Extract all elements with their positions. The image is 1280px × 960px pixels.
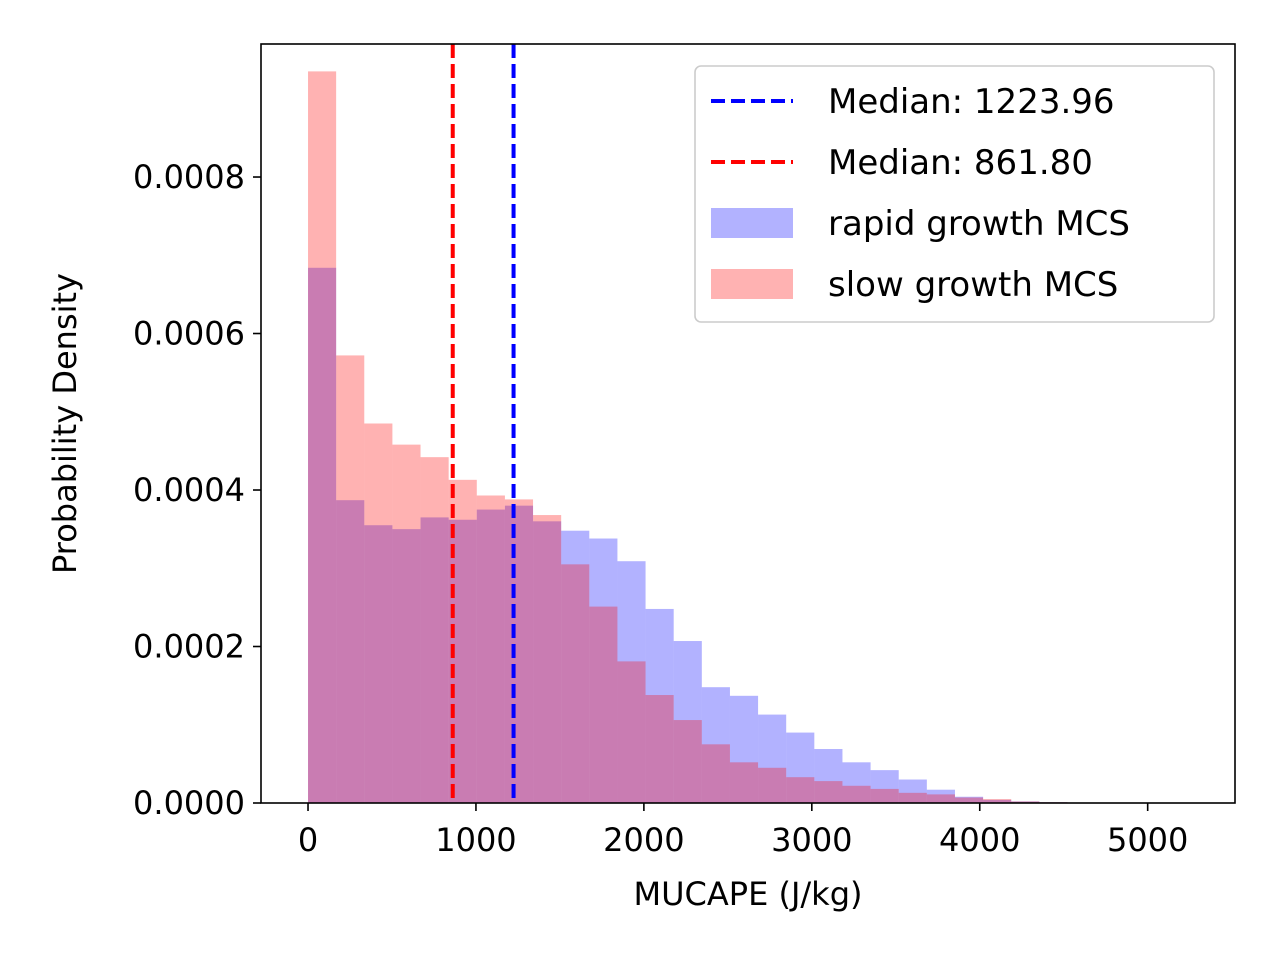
slow-growth-bar-21 [898,792,927,803]
rapid-growth-bar-17 [786,732,815,803]
y-tick-label: 0.0006 [133,315,245,353]
legend-median-slow-label: Median: 861.80 [828,143,1093,183]
rapid-growth-bar-2 [364,525,393,803]
slow-growth-bar-11 [617,661,646,803]
x-tick-label: 2000 [603,821,684,859]
rapid-growth-bar-12 [645,608,674,803]
legend-box [694,65,1215,323]
slow-growth-bar-14 [701,744,730,803]
slow-growth-bar-15 [729,762,759,803]
y-tick-label: 0.0008 [133,158,245,196]
slow-growth-bar-16 [758,767,787,803]
y-tick-label: 0.0000 [133,784,245,822]
slow-growth-bar-17 [786,777,815,803]
legend-median-rapid-label: Median: 1223.96 [828,82,1115,122]
slow-growth-bar-13 [673,720,702,803]
x-axis-ticks: 0 1000 2000 3000 4000 5000 [298,803,1188,859]
rapid-growth-bar-1 [336,500,365,803]
rapid-growth-bar-23 [954,796,984,803]
x-tick-label: 0 [298,821,318,859]
slow-growth-bar-20 [870,788,899,803]
median-lines [450,44,516,803]
legend-rapid-growth-label: rapid growth MCS [828,204,1130,244]
x-tick-label: 1000 [435,821,516,859]
legend-slow-growth-swatch [711,269,793,299]
y-axis-label: Probability Density [46,273,84,574]
x-tick-label: 4000 [939,821,1020,859]
slow-growth-bar-0 [308,71,337,803]
rapid-growth-bar-20 [870,770,899,803]
rapid-growth-bar-24 [983,799,1012,803]
slow-growth-bar-6 [476,495,505,803]
rapid-growth-bar-8 [533,521,562,803]
rapid-growth-bars [308,267,1209,804]
slow-growth-bar-8 [533,515,562,803]
slow-growth-bar-4 [420,457,449,803]
plot-area-frame [260,43,1236,804]
slow-growth-bar-1 [336,355,365,803]
rapid-growth-bar-13 [673,641,702,803]
slow-growth-bar-9 [561,564,590,803]
slow-growth-bar-10 [589,606,618,803]
rapid-growth-bar-19 [842,762,871,803]
slow-growth-bars [308,71,1209,803]
y-axis-ticks: 0.0000 0.0002 0.0004 0.0006 0.0008 [133,158,261,822]
rapid-growth-bar-3 [392,529,421,803]
slow-growth-bar-23 [954,797,984,803]
rapid-growth-bar-9 [561,530,590,803]
y-tick-label: 0.0002 [133,628,245,666]
slow-growth-bar-12 [645,695,674,803]
rapid-growth-bar-0 [308,267,337,804]
legend: Median: 1223.96 Median: 861.80 rapid growt… [694,65,1215,323]
y-tick-label: 0.0004 [133,471,245,509]
slow-growth-bar-24 [983,799,1012,803]
slow-growth-bar-7 [504,499,534,803]
rapid-growth-bar-15 [729,695,759,803]
rapid-growth-bar-21 [898,779,927,803]
slow-growth-bar-3 [392,444,421,803]
rapid-growth-bar-22 [926,789,955,803]
legend-entries: Median: 1223.96 Median: 861.80 rapid growt… [711,82,1130,305]
rapid-growth-bar-4 [420,517,449,803]
rapid-growth-bar-11 [617,561,646,803]
rapid-growth-bar-16 [758,714,787,803]
slow-growth-bar-22 [926,794,955,803]
rapid-growth-bar-14 [701,687,730,803]
rapid-growth-bar-7 [504,505,534,803]
legend-slow-growth-label: slow growth MCS [828,265,1118,305]
rapid-growth-bar-6 [476,509,505,803]
slow-growth-bar-18 [814,781,843,803]
rapid-growth-bar-10 [589,538,618,803]
rapid-growth-bar-18 [814,749,843,803]
slow-growth-bar-2 [364,423,393,803]
legend-rapid-growth-swatch [711,208,793,238]
x-tick-label: 5000 [1107,821,1188,859]
x-tick-label: 3000 [771,821,852,859]
slow-growth-bar-19 [842,785,871,803]
x-axis-label: MUCAPE (J/kg) [634,875,863,913]
